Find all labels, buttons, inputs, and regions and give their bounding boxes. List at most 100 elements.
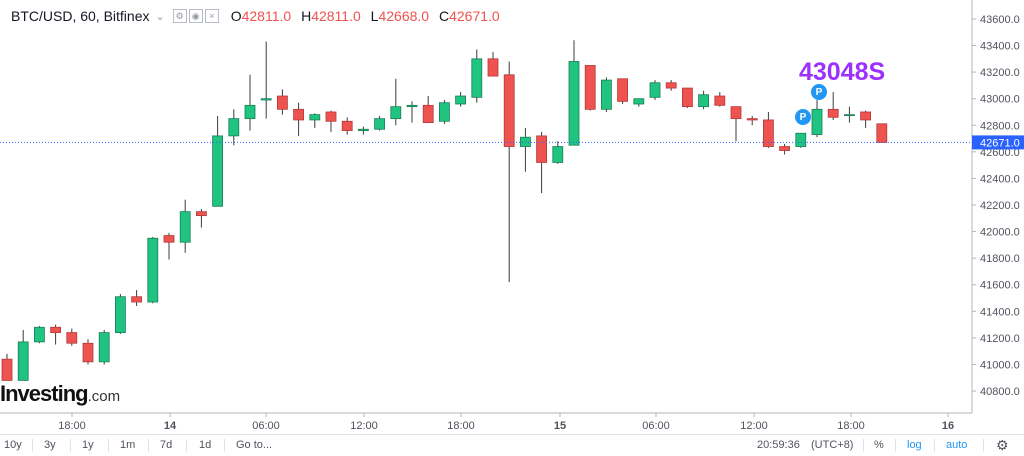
candle-body <box>406 104 418 108</box>
last-price-tag <box>972 135 1024 150</box>
candle-body <box>82 342 94 363</box>
y-tick-label: 42200.0 <box>980 200 1020 212</box>
high-key: H <box>301 8 312 24</box>
range-1m[interactable]: 1m <box>120 439 136 451</box>
y-tick-label: 42600.0 <box>980 147 1020 159</box>
p-marker-icon[interactable]: P <box>795 109 811 125</box>
range-1d[interactable]: 1d <box>199 439 212 451</box>
divider <box>863 439 864 452</box>
candle-body <box>293 108 305 121</box>
settings-icon[interactable]: ⚙ <box>172 9 187 23</box>
candle-body <box>730 106 742 120</box>
symbol-label[interactable]: BTC/USD, 60, Bitfinex <box>11 8 150 24</box>
candle-body <box>1 358 13 381</box>
divider <box>224 439 225 452</box>
x-tick-label: 16 <box>942 420 954 432</box>
candle-body <box>374 118 386 130</box>
candle-body <box>876 123 888 143</box>
y-tick-label: 41600.0 <box>980 280 1020 292</box>
candle-body <box>795 132 807 147</box>
y-tick-label: 43600.0 <box>980 14 1020 26</box>
x-tick-label: 18:00 <box>447 420 475 432</box>
x-tick-label: 18:00 <box>837 420 865 432</box>
range-7d[interactable]: 7d <box>160 439 173 451</box>
candle-body <box>503 74 515 147</box>
candle-body <box>309 114 321 121</box>
last-price-label: 42671.0 <box>980 137 1020 149</box>
annotation-label: 43048S <box>799 58 886 86</box>
range-1y[interactable]: 1y <box>82 439 94 451</box>
candle-body <box>455 95 467 105</box>
divider <box>32 439 33 452</box>
candle-body <box>844 114 855 117</box>
clock-time: 20:59:36 <box>757 439 800 451</box>
y-tick-label: 41800.0 <box>980 253 1020 265</box>
gear-icon[interactable]: ⚙ <box>996 437 1009 453</box>
divider <box>70 439 71 452</box>
candle-body <box>260 98 272 101</box>
y-tick-label: 42800.0 <box>980 120 1020 132</box>
candle-body <box>341 120 353 131</box>
candle-body <box>779 146 790 151</box>
ohlc-values: O42811.0 H42811.0 L42668.0 C42671.0 <box>231 8 506 24</box>
low-key: L <box>370 8 379 24</box>
divider <box>895 439 896 452</box>
candle-body <box>357 128 369 131</box>
close-icon[interactable]: × <box>204 9 219 23</box>
eye-icon[interactable]: ◉ <box>188 9 203 23</box>
candle-body <box>131 296 143 303</box>
x-tick-label: 12:00 <box>740 420 768 432</box>
range-3y[interactable]: 3y <box>44 439 56 451</box>
candle-body <box>649 82 661 98</box>
legend-buttons: ⚙ ◉ × <box>172 9 221 23</box>
x-tick-label: 18:00 <box>58 420 86 432</box>
candle-body <box>827 108 839 118</box>
y-tick-label: 40800.0 <box>980 386 1020 398</box>
candle-body <box>244 104 256 120</box>
x-tick-label: 14 <box>164 420 177 432</box>
candlestick-chart[interactable]: 40800.0 41000.0 41200.0 41400.0 41600.0 41800… <box>0 0 1024 433</box>
candle-body <box>746 118 758 121</box>
log-toggle[interactable]: log <box>907 439 922 451</box>
auto-toggle[interactable]: auto <box>946 439 968 451</box>
p-marker-icon[interactable]: P <box>811 84 827 100</box>
investing-logo: Investing.com <box>0 381 120 407</box>
bottom-toolbar: 10y 3y 1y 1m 7d 1d Go to... 20:59:36 (UT… <box>0 434 1024 456</box>
divider <box>186 439 187 452</box>
candle-body <box>195 211 207 217</box>
goto-button[interactable]: Go to... <box>236 439 273 451</box>
candle-body <box>17 341 29 381</box>
chevron-down-icon[interactable]: ⌄ <box>155 10 165 23</box>
brand-name: Investing <box>0 381 89 406</box>
candle-body <box>714 95 726 106</box>
candle-body <box>520 136 531 147</box>
brand-suffix: .com <box>87 388 121 405</box>
candle-body <box>617 78 628 102</box>
candle-body <box>34 326 45 343</box>
candle-body <box>471 58 483 98</box>
y-tick-label: 43000.0 <box>980 94 1020 106</box>
candle-body <box>698 94 709 108</box>
timezone-button[interactable]: (UTC+8) <box>811 439 854 451</box>
percent-toggle[interactable]: % <box>874 439 884 451</box>
open-key: O <box>230 8 242 24</box>
candle-body <box>536 135 547 163</box>
candle-body <box>212 135 224 207</box>
high-value: 42811.0 <box>311 8 361 24</box>
candle-body <box>568 61 580 146</box>
candle-body <box>422 104 434 124</box>
range-10y[interactable]: 10y <box>4 439 22 451</box>
candle-body <box>228 118 240 137</box>
candle-body <box>584 65 596 110</box>
chart-legend: BTC/USD, 60, Bitfinex ⌄ ⚙ ◉ × O 42811.0 H… <box>0 5 512 27</box>
candle-body <box>665 82 677 89</box>
candle-body <box>552 146 564 163</box>
candle-body <box>147 237 159 303</box>
y-tick-label: 42400.0 <box>980 173 1020 185</box>
x-tick-label: 15 <box>554 420 566 432</box>
candle-body <box>66 332 78 344</box>
divider <box>983 439 984 452</box>
divider <box>148 439 149 452</box>
x-tick-label: 12:00 <box>350 420 378 432</box>
close-key: C <box>438 8 450 24</box>
